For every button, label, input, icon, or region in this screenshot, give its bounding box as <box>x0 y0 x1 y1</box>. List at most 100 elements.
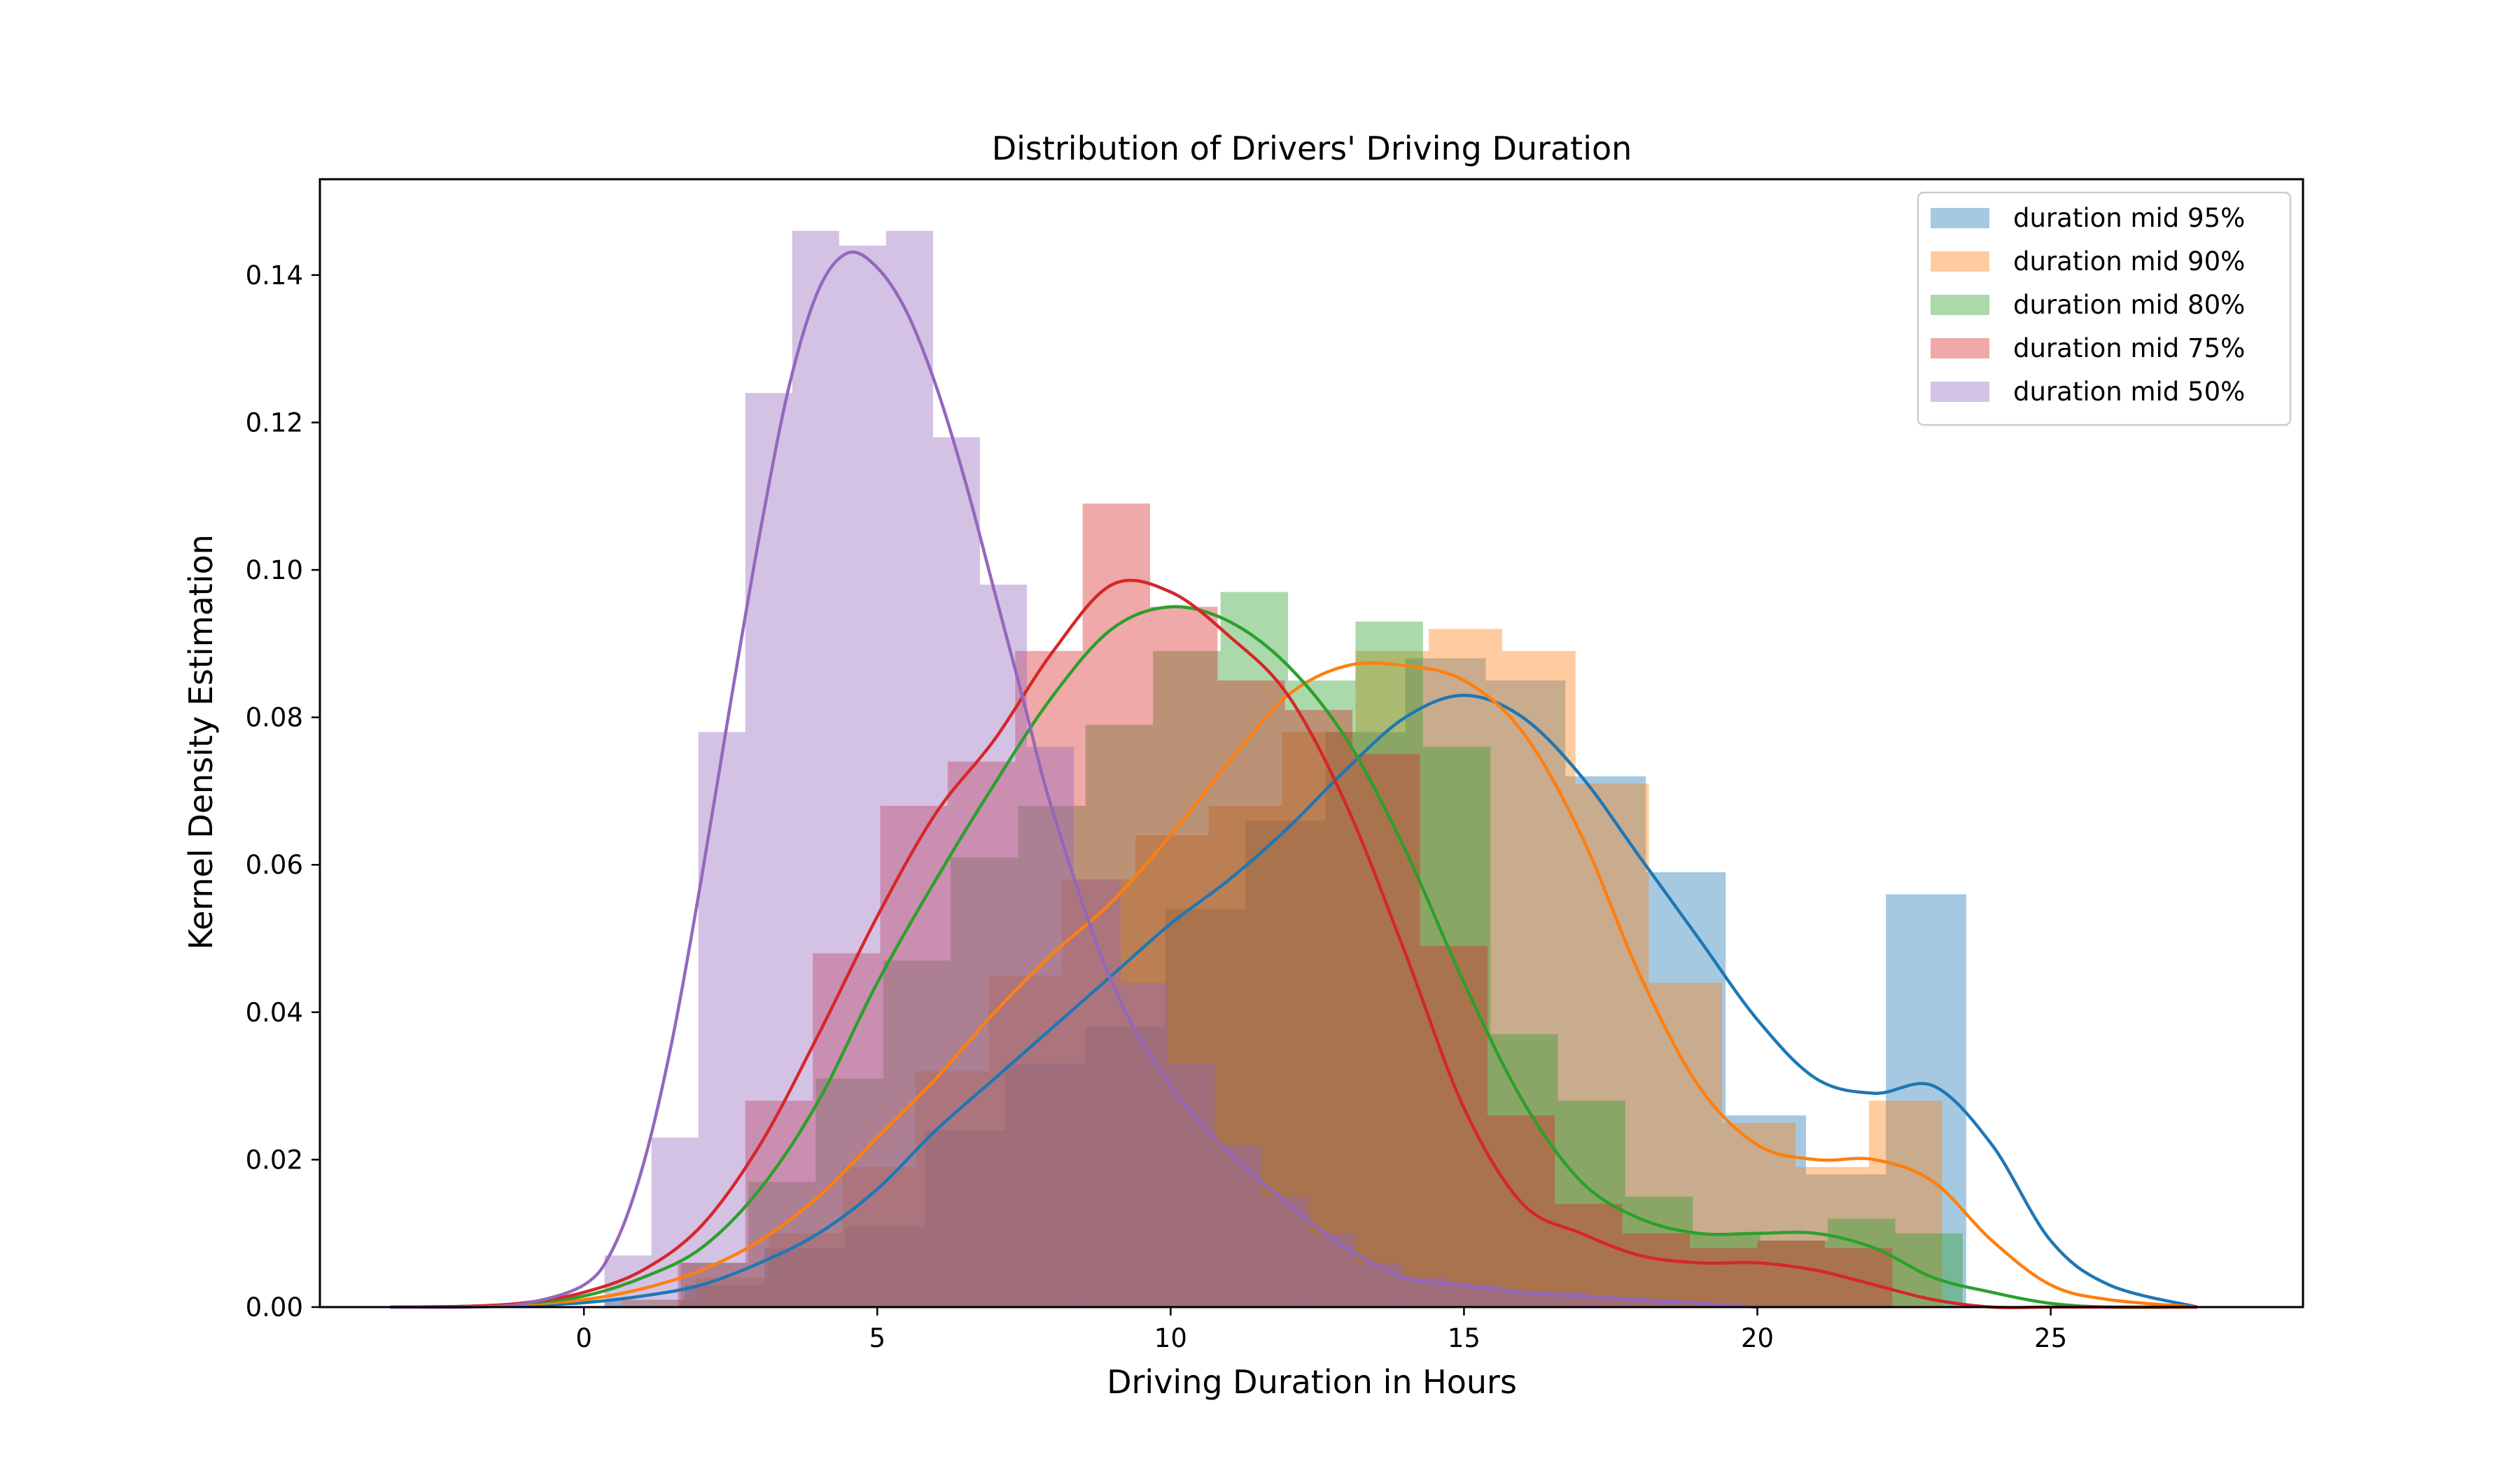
histogram-bar <box>839 245 886 1307</box>
histogram-bar <box>1722 1122 1795 1307</box>
histogram-bar <box>1693 1233 1760 1307</box>
x-axis-label: Driving Duration in Hours <box>1107 1363 1517 1401</box>
histogram-bar <box>1828 1218 1896 1307</box>
histogram-bar <box>1308 1233 1356 1307</box>
y-tick-label: 0.02 <box>246 1145 303 1175</box>
legend: duration mid 95% duration mid 90% duration… <box>1917 191 2292 426</box>
histogram-bar <box>622 1299 696 1307</box>
y-tick-label: 0.14 <box>246 260 303 291</box>
histogram-bar <box>1168 1063 1215 1307</box>
histogram-bar <box>1868 1101 1942 1307</box>
histogram-bar <box>685 1285 765 1307</box>
histogram-bar <box>680 1262 748 1307</box>
histogram-bar <box>1496 1292 1544 1307</box>
histogram-bar <box>1420 946 1488 1307</box>
y-tick-label: 0.10 <box>246 555 303 585</box>
x-tick-label: 15 <box>1448 1323 1480 1353</box>
kde-line-0 <box>390 693 2198 1309</box>
histogram-bar <box>698 732 746 1307</box>
histogram-bar <box>842 1166 916 1307</box>
legend-label: duration mid 90% <box>2013 246 2245 277</box>
legend-label: duration mid 75% <box>2013 333 2245 363</box>
histogram-bar <box>1352 754 1420 1307</box>
histogram-bar <box>745 1101 813 1307</box>
histogram-bar <box>1355 621 1423 1307</box>
histogram-bar <box>1135 835 1209 1307</box>
histogram-bar <box>792 230 839 1308</box>
y-axis-label: Kernel Density Estimation <box>182 534 220 950</box>
kde-line-3 <box>390 578 2198 1310</box>
histogram-bar <box>1325 732 1406 1307</box>
histogram-bar <box>915 1071 989 1307</box>
histogram-bar <box>1074 879 1121 1307</box>
histogram-bar <box>1085 1026 1166 1307</box>
chart-title: Distribution of Drivers' Driving Duratio… <box>992 130 1632 167</box>
x-axis-ticks: 0 5 10 15 20 25 <box>575 1307 2067 1353</box>
histogram-bar <box>1648 982 1723 1307</box>
histogram-bar <box>1760 1241 1828 1307</box>
histogram-bar <box>678 1262 746 1307</box>
histogram-bar <box>813 953 881 1307</box>
y-tick-label: 0.12 <box>246 407 303 438</box>
kde-line-1 <box>390 661 2198 1309</box>
histogram-bar <box>1625 1196 1693 1307</box>
histogram-bar <box>1027 746 1074 1307</box>
histogram-bar <box>1082 503 1150 1307</box>
x-tick-label: 20 <box>1741 1323 1774 1353</box>
bar-group-2 <box>680 592 1963 1307</box>
histogram-bar <box>651 1137 699 1307</box>
histogram-bar <box>845 1226 925 1307</box>
histogram-bar <box>1355 1262 1403 1307</box>
histogram-bar <box>1288 680 1356 1307</box>
histogram-bar <box>1005 1063 1085 1307</box>
histogram-bar <box>1555 1203 1623 1307</box>
histogram-bar <box>951 857 1018 1307</box>
histogram-bar <box>1429 629 1502 1307</box>
y-tick-label: 0.08 <box>246 703 303 733</box>
kde-line-4 <box>390 250 1758 1309</box>
histogram-bar <box>1405 658 1486 1307</box>
y-axis-ticks: 0.00 0.02 0.04 0.06 0.08 0.10 0.12 0.14 <box>246 260 320 1322</box>
histogram-bar <box>1165 909 1245 1307</box>
histogram-bar <box>1502 650 1576 1307</box>
histogram-bar <box>1284 710 1353 1307</box>
histogram-bar <box>1622 1233 1690 1307</box>
histogram-bar <box>604 1299 685 1307</box>
y-tick-label: 0.00 <box>246 1292 303 1322</box>
histogram-bar <box>1085 725 1154 1307</box>
histogram-bar <box>745 393 792 1307</box>
histogram-bar <box>1282 732 1356 1307</box>
histogram-bar <box>1245 821 1326 1307</box>
legend-label: duration mid 80% <box>2013 290 2245 320</box>
histogram-bar <box>1575 783 1649 1307</box>
histogram-bar <box>925 1130 1005 1307</box>
histogram-bar <box>1565 776 1646 1307</box>
x-tick-label: 25 <box>2034 1323 2067 1353</box>
histogram-bar <box>1757 1241 1825 1307</box>
histogram-bars <box>604 230 1966 1308</box>
y-tick-label: 0.06 <box>246 850 303 880</box>
bar-group-1 <box>622 629 1942 1307</box>
legend-label: duration mid 50% <box>2013 377 2245 407</box>
histogram-bar <box>1637 1299 1684 1307</box>
histogram-bar <box>1214 1145 1262 1307</box>
legend-box <box>1917 191 2292 426</box>
histogram-bar <box>764 1248 846 1307</box>
legend-swatch <box>1931 295 1989 315</box>
histogram-bar <box>947 761 1016 1307</box>
histogram-bar <box>1153 650 1221 1307</box>
bar-group-3 <box>678 503 1893 1307</box>
kde-lines <box>390 250 2198 1310</box>
legend-swatch <box>1931 382 1989 402</box>
histogram-bar <box>1590 1299 1637 1307</box>
y-tick-label: 0.04 <box>246 998 303 1028</box>
histogram-bar <box>1150 606 1218 1307</box>
legend-label: duration mid 95% <box>2013 203 2245 233</box>
histogram-bar <box>1824 1248 1893 1307</box>
bar-group-0 <box>604 658 1966 1307</box>
histogram-bar <box>1895 1233 1963 1307</box>
histogram-bar <box>886 230 933 1308</box>
histogram-bar <box>748 1182 816 1307</box>
